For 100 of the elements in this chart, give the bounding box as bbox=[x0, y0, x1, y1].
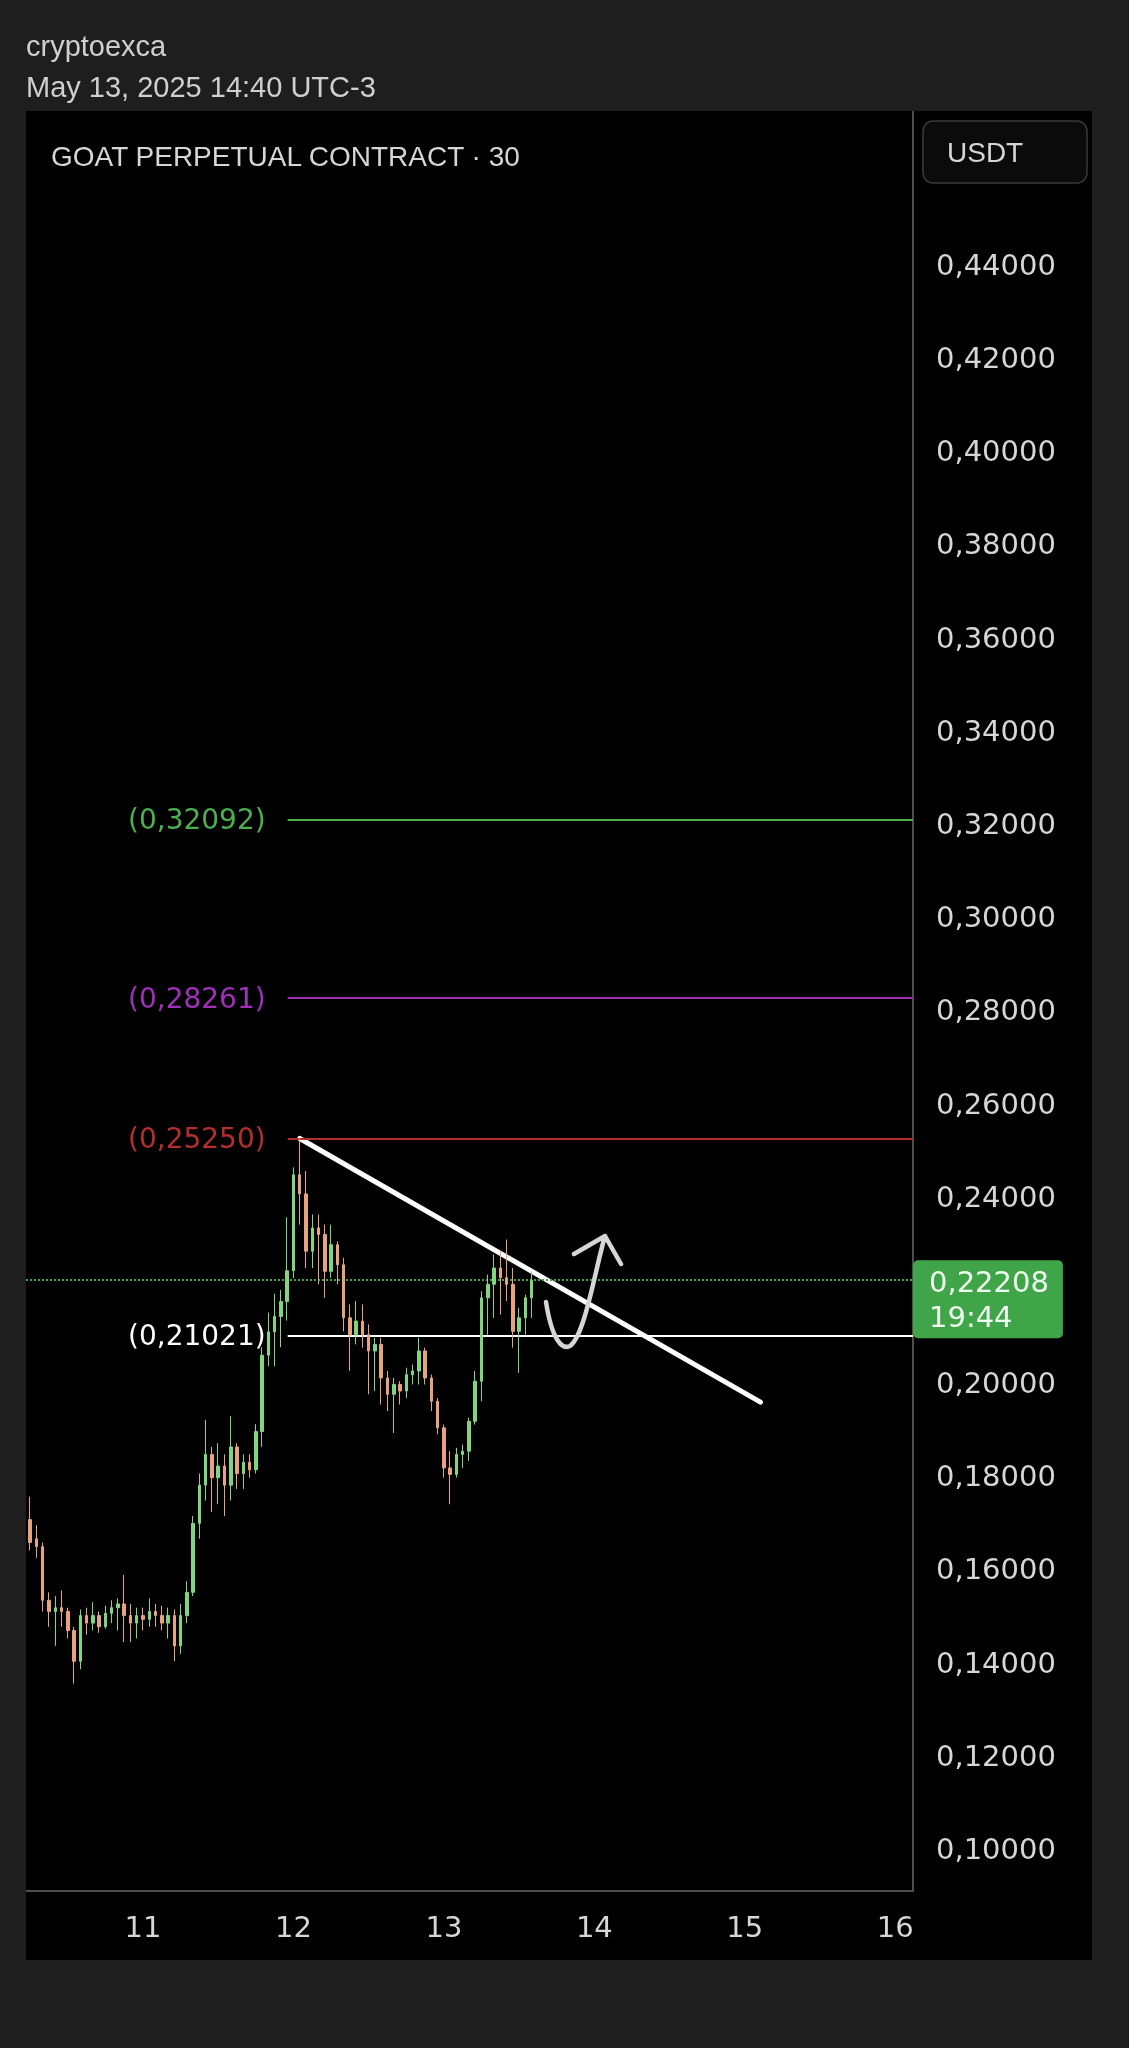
candlestick bbox=[336, 1240, 339, 1285]
candlestick bbox=[430, 1374, 433, 1412]
candlestick bbox=[392, 1377, 396, 1434]
candlestick bbox=[442, 1424, 446, 1479]
text: GOAT PERPETUAL CONTRACT · 30 bbox=[51, 140, 520, 172]
candlestick bbox=[173, 1609, 176, 1662]
candlestick bbox=[367, 1323, 370, 1395]
candlestick bbox=[517, 1307, 521, 1374]
candlestick bbox=[298, 1137, 301, 1226]
ref-line-label: 0,22208 19:44 bbox=[929, 1264, 1049, 1334]
y-tick-label: 0,42000 bbox=[936, 340, 1056, 375]
candlestick bbox=[35, 1524, 38, 1559]
y-tick-label: 0,14000 bbox=[936, 1645, 1056, 1680]
y-tick-label: 0,44000 bbox=[936, 247, 1056, 282]
candlestick bbox=[398, 1380, 402, 1406]
candlestick bbox=[373, 1337, 377, 1392]
candlestick bbox=[354, 1300, 358, 1345]
ref-line-label: (0,32092) bbox=[128, 803, 266, 837]
candlestick bbox=[160, 1605, 164, 1632]
candlestick bbox=[379, 1337, 383, 1406]
candlestick bbox=[60, 1589, 63, 1628]
candlestick bbox=[292, 1166, 295, 1279]
candlestick bbox=[455, 1447, 458, 1479]
candlestick bbox=[492, 1253, 496, 1319]
candlestick bbox=[273, 1293, 276, 1367]
y-tick-label: 0,26000 bbox=[936, 1086, 1056, 1121]
y-tick-label: 0,16000 bbox=[936, 1552, 1056, 1587]
candlestick bbox=[166, 1607, 170, 1639]
candlestick bbox=[191, 1515, 195, 1597]
candlestick bbox=[122, 1574, 126, 1643]
candlestick bbox=[85, 1607, 88, 1636]
candlestick bbox=[72, 1626, 76, 1685]
candlestick bbox=[285, 1216, 289, 1322]
y-tick-label: 0,40000 bbox=[936, 434, 1056, 469]
candlestick bbox=[229, 1415, 233, 1502]
candlestick bbox=[524, 1294, 527, 1336]
candlestick bbox=[104, 1605, 107, 1630]
candlestick bbox=[254, 1423, 258, 1474]
y-tick-label: 0,32000 bbox=[936, 806, 1056, 841]
candlestick bbox=[28, 1496, 32, 1551]
x-tick-label: 16 bbox=[876, 1909, 914, 1944]
candlestick bbox=[417, 1337, 421, 1385]
text: May 13, 2025 14:40 UTC-3 bbox=[26, 70, 376, 105]
candlestick bbox=[47, 1591, 51, 1628]
candlestick bbox=[342, 1257, 345, 1332]
text: cryptoexca bbox=[26, 29, 168, 64]
candlestick bbox=[461, 1444, 464, 1469]
y-tick-label: 0,36000 bbox=[936, 620, 1056, 655]
y-tick-label: 0,24000 bbox=[936, 1179, 1056, 1214]
ref-line-label: (0,28261) bbox=[128, 981, 266, 1015]
candlestick bbox=[97, 1610, 101, 1634]
x-tick-label: 12 bbox=[275, 1909, 312, 1944]
candlestick bbox=[317, 1213, 320, 1285]
candlestick bbox=[467, 1417, 471, 1462]
candlestick bbox=[486, 1274, 490, 1336]
candlestick bbox=[423, 1347, 427, 1385]
candlestick bbox=[304, 1170, 308, 1269]
candlestick bbox=[185, 1580, 189, 1624]
candlestick bbox=[279, 1289, 283, 1348]
y-tick-label: 0,28000 bbox=[936, 993, 1056, 1028]
x-tick-label: 15 bbox=[726, 1909, 764, 1944]
candlestick bbox=[54, 1595, 57, 1647]
candlestick bbox=[210, 1446, 214, 1513]
candlestick bbox=[530, 1270, 533, 1319]
candlestick bbox=[511, 1267, 515, 1349]
candlestick bbox=[436, 1397, 439, 1435]
candlestick bbox=[480, 1290, 483, 1402]
candlestick bbox=[323, 1224, 327, 1299]
y-axis-title: USDT bbox=[947, 136, 1024, 168]
candlestick bbox=[248, 1453, 251, 1479]
candlestick bbox=[405, 1367, 408, 1399]
y-tick-label: 0,34000 bbox=[936, 713, 1056, 748]
candlestick bbox=[41, 1541, 44, 1612]
y-tick-label: 0,20000 bbox=[936, 1366, 1056, 1401]
y-tick-label: 0,30000 bbox=[936, 900, 1056, 935]
y-tick-label: 0,12000 bbox=[936, 1738, 1056, 1773]
candlestick bbox=[154, 1603, 157, 1628]
candlestick bbox=[329, 1224, 333, 1279]
y-tick-label: 0,38000 bbox=[936, 527, 1056, 562]
candlestick bbox=[448, 1450, 452, 1505]
candlestick bbox=[204, 1419, 207, 1502]
candlestick bbox=[267, 1312, 270, 1367]
candlestick bbox=[223, 1453, 226, 1517]
candlestick bbox=[242, 1453, 245, 1490]
candlestick bbox=[235, 1442, 239, 1490]
candlestick bbox=[66, 1607, 70, 1639]
ref-line-label: (0,21021) bbox=[128, 1319, 266, 1353]
candlestick bbox=[473, 1370, 477, 1426]
candlestick bbox=[216, 1442, 220, 1505]
candlestick bbox=[179, 1603, 182, 1655]
candlestick bbox=[348, 1303, 352, 1372]
candlestick bbox=[110, 1599, 113, 1624]
x-tick-label: 11 bbox=[124, 1909, 162, 1944]
x-tick-label: 14 bbox=[575, 1909, 613, 1944]
candlestick bbox=[386, 1370, 389, 1412]
candlestick bbox=[141, 1607, 145, 1632]
candlestick bbox=[505, 1239, 508, 1302]
ref-line-label: (0,25250) bbox=[128, 1121, 266, 1155]
candlestick bbox=[361, 1303, 364, 1349]
candlestick bbox=[311, 1213, 314, 1269]
